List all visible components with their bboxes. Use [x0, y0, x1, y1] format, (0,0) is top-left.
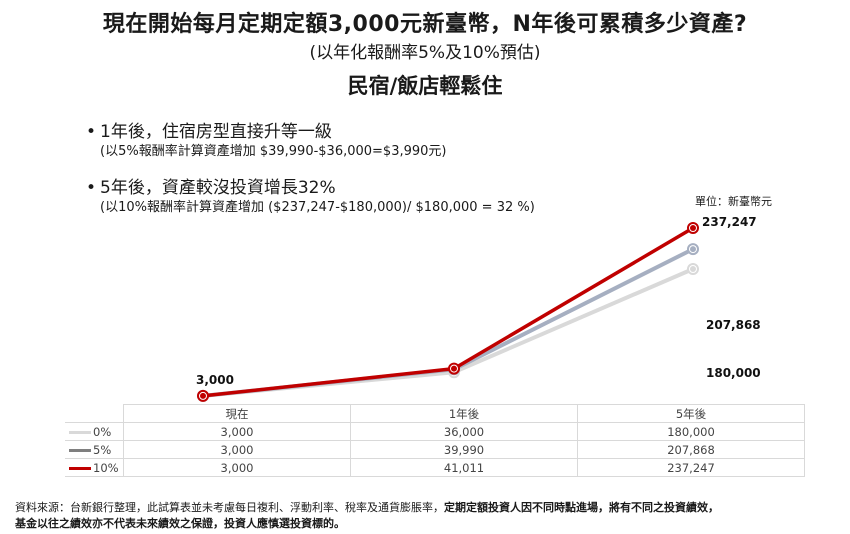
legend-label: 5% — [93, 442, 112, 457]
data-point-core-10pct — [690, 225, 696, 231]
data-point-core-10pct — [451, 365, 457, 372]
table-cell: 180,000 — [577, 422, 805, 441]
legend-10pct: 10% — [65, 458, 124, 477]
legend-swatch — [69, 448, 91, 452]
source-note: 資料來源：台新銀行整理，此試算表並未考慮每日複利、浮動利率、稅率及通貨膨脹率，定… — [15, 500, 845, 532]
table-header-cell: 現在 — [123, 404, 351, 423]
bullet-1: • 1年後，住宿房型直接升等一級 — [86, 122, 332, 142]
table-row: 0% 3,000 36,000 180,000 — [65, 422, 805, 441]
table-cell: 3,000 — [123, 440, 351, 459]
section-heading: 民宿/飯店輕鬆住 — [347, 74, 503, 98]
source-line2-bold: 基金以往之績效亦不代表未來績效之保證，投資人應慎選投資標的。 — [15, 517, 345, 530]
table-cell: 39,990 — [350, 440, 578, 459]
series-line-10pct — [201, 226, 695, 398]
table-cell: 3,000 — [123, 422, 351, 441]
table-cell: 3,000 — [123, 458, 351, 477]
bullet-2: • 5年後，資產較沒投資增長32% — [86, 178, 336, 198]
table-row: 10% 3,000 41,011 237,247 — [65, 458, 805, 477]
bullet-2-note: (以10%報酬率計算資產增加 ($237,247-$180,000)/ $180… — [100, 200, 535, 215]
table-corner — [65, 405, 124, 423]
data-point-core-5pct — [690, 246, 696, 253]
unit-label: 單位：新臺幣元 — [695, 195, 772, 208]
data-point-core-10pct — [200, 392, 206, 399]
page-subtitle: (以年化報酬率5%及10%預估) — [309, 43, 541, 63]
data-label-end-5pct: 207,868 — [706, 318, 761, 332]
legend-label: 0% — [93, 424, 112, 439]
bullet-1-note: (以5%報酬率計算資產增加 $39,990-$36,000=$3,990元) — [100, 144, 447, 159]
legend-label: 10% — [93, 460, 119, 475]
table-header-row: 現在 1年後 5年後 — [65, 404, 805, 423]
data-label-start: 3,000 — [196, 373, 234, 387]
source-line1-bold: 定期定額投資人因不同時點進場，將有不同之投資績效， — [444, 501, 719, 514]
legend-swatch — [69, 466, 91, 470]
page-title: 現在開始每月定期定額3,000元新臺幣，N年後可累積多少資產? — [102, 12, 748, 37]
legend-swatch — [69, 430, 91, 434]
data-table: 現在 1年後 5年後 0% 3,000 36,000 180,000 5% 3,… — [65, 404, 805, 477]
table-cell: 36,000 — [350, 422, 578, 441]
legend-0pct: 0% — [65, 422, 124, 441]
bullet-1-text: 1年後，住宿房型直接升等一級 — [100, 122, 332, 142]
legend-5pct: 5% — [65, 440, 124, 459]
table-cell: 207,868 — [577, 440, 805, 459]
bullet-2-text: 5年後，資產較沒投資增長32% — [100, 178, 336, 198]
data-label-end-0pct: 180,000 — [706, 366, 761, 380]
table-header-cell: 1年後 — [350, 404, 578, 423]
data-label-end-10pct: 237,247 — [702, 215, 757, 229]
table-row: 5% 3,000 39,990 207,868 — [65, 440, 805, 459]
table-header-cell: 5年後 — [577, 404, 805, 423]
data-point-core-0pct — [690, 266, 696, 272]
table-cell: 237,247 — [577, 458, 805, 477]
table-cell: 41,011 — [350, 458, 578, 477]
source-line1: 資料來源：台新銀行整理，此試算表並未考慮每日複利、浮動利率、稅率及通貨膨脹率， — [15, 501, 444, 514]
